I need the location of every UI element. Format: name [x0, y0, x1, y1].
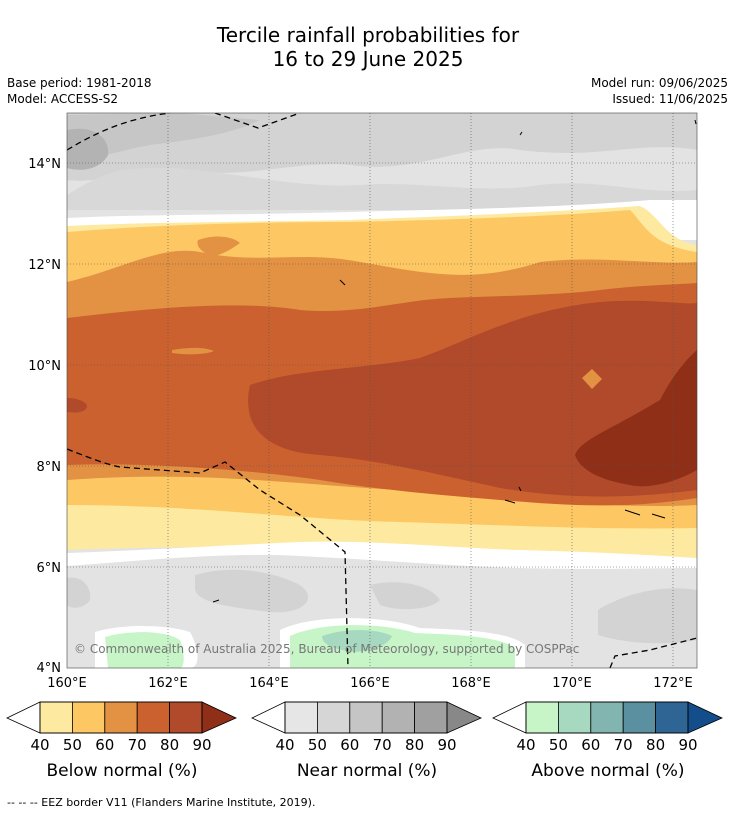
- issued-date: Issued: 11/06/2025: [612, 92, 728, 106]
- colorbar-label-above: Above normal (%): [531, 761, 685, 781]
- near-normal-patch: [370, 582, 440, 610]
- colorbar-swatch: [590, 701, 624, 734]
- near-normal-patch: [67, 577, 91, 608]
- lon-tick: 160°E: [47, 676, 87, 691]
- lon-tick: 162°E: [148, 676, 188, 691]
- map-frame: [66, 112, 698, 669]
- colorbar-max-arrow: [201, 701, 237, 734]
- colorbar-tick: 80: [160, 736, 179, 754]
- lon-tick: 168°E: [451, 676, 491, 691]
- lon-tick: 164°E: [249, 676, 289, 691]
- colorbar-tick: 70: [614, 736, 633, 754]
- title-line-2: 16 to 29 June 2025: [272, 47, 464, 71]
- colorbar-tick: 80: [646, 736, 665, 754]
- colorbar-swatch: [525, 701, 559, 734]
- colorbar-label-near: Near normal (%): [296, 761, 438, 781]
- title-line-1: Tercile rainfall probabilities for: [216, 23, 520, 47]
- colorbar-max-arrow: [687, 701, 723, 734]
- near-normal-patch: [195, 569, 309, 613]
- below-normal-60-70: [582, 369, 602, 389]
- credit-text: © Commonwealth of Australia 2025, Bureau…: [74, 642, 579, 656]
- colorbar-swatch: [622, 701, 656, 734]
- colorbar-tick: 90: [437, 736, 456, 754]
- colorbar-swatch: [414, 701, 448, 734]
- colorbar-tick: 40: [30, 736, 49, 754]
- lat-tick: 10°N: [28, 359, 61, 374]
- colorbar-tick: 80: [405, 736, 424, 754]
- below-normal-90: [575, 350, 697, 487]
- colorbar-swatch: [136, 701, 170, 734]
- eez-border: [67, 113, 697, 668]
- colorbar-tick: 60: [340, 736, 359, 754]
- colorbar-tick: 60: [581, 736, 600, 754]
- colorbar-above-normal: 40 50 60 70 80 90: [492, 701, 723, 754]
- above-normal-40-50: [105, 632, 184, 668]
- model-run: Model run: 09/06/2025: [590, 76, 728, 90]
- base-period: Base period: 1981-2018: [7, 76, 152, 90]
- colorbar-near-normal: 40 50 60 70 80 90: [251, 701, 482, 754]
- colorbar-swatch: [72, 701, 106, 734]
- lat-tick: 6°N: [37, 561, 62, 576]
- colorbar-tick: 50: [549, 736, 568, 754]
- lat-tick: 8°N: [37, 460, 62, 475]
- colorbar-swatch: [284, 701, 318, 734]
- colorbar-tick: 50: [308, 736, 327, 754]
- near-normal-patch: [67, 128, 109, 170]
- colorbar-tick: 40: [275, 736, 294, 754]
- colorbar-tick: 50: [63, 736, 82, 754]
- meta-right: Model run: 09/06/2025 Issued: 11/06/2025: [591, 75, 728, 107]
- colorbar-tick: 70: [128, 736, 147, 754]
- near-normal-patch: [598, 588, 697, 644]
- colorbar-swatch: [169, 701, 203, 734]
- colorbar-swatch: [317, 701, 351, 734]
- lon-tick: 172°E: [653, 676, 693, 691]
- colorbar-tick: 90: [678, 736, 697, 754]
- meta-left: Base period: 1981-2018 Model: ACCESS-S2: [7, 75, 152, 107]
- colorbar-swatch: [349, 701, 383, 734]
- lat-tick: 14°N: [28, 157, 61, 172]
- near-normal-patch: [67, 113, 260, 159]
- colorbar-tick: 60: [95, 736, 114, 754]
- map-field: © Commonwealth of Australia 2025, Bureau…: [67, 113, 697, 668]
- lon-tick: 166°E: [350, 676, 390, 691]
- colorbar-swatch: [558, 701, 592, 734]
- colorbar-swatch: [381, 701, 415, 734]
- below-normal-60-70: [172, 347, 214, 355]
- above-normal-50-60: [322, 630, 392, 652]
- model-name: Model: ACCESS-S2: [7, 92, 119, 106]
- near-normal-patch: [67, 167, 697, 210]
- colorbar-tick: 70: [373, 736, 392, 754]
- below-normal-80-90: [67, 398, 88, 413]
- colorbar-tick: 90: [192, 736, 211, 754]
- rainfall-map: © Commonwealth of Australia 2025, Bureau…: [28, 112, 698, 691]
- lat-tick: 12°N: [28, 258, 61, 273]
- eez-footnote: -- -- -- EEZ border V11 (Flanders Marine…: [7, 796, 316, 809]
- colorbar-tick: 40: [516, 736, 535, 754]
- lat-ticks: 14°N 12°N 10°N 8°N 6°N 4°N: [28, 157, 61, 676]
- colorbar-swatch: [655, 701, 689, 734]
- gridlines: [67, 113, 697, 668]
- lat-tick: 4°N: [37, 661, 62, 676]
- lon-tick: 170°E: [552, 676, 592, 691]
- colorbar-swatch: [104, 701, 138, 734]
- colorbar-swatch: [39, 701, 73, 734]
- colorbar-below-normal: 40 50 60 70 80 90: [6, 701, 237, 754]
- colorbar-label-below: Below normal (%): [46, 761, 198, 781]
- lon-ticks: 160°E 162°E 164°E 166°E 168°E 170°E 172°…: [47, 676, 693, 691]
- below-normal-60-70: [197, 236, 240, 256]
- colorbar-max-arrow: [446, 701, 482, 734]
- islands: [212, 119, 697, 603]
